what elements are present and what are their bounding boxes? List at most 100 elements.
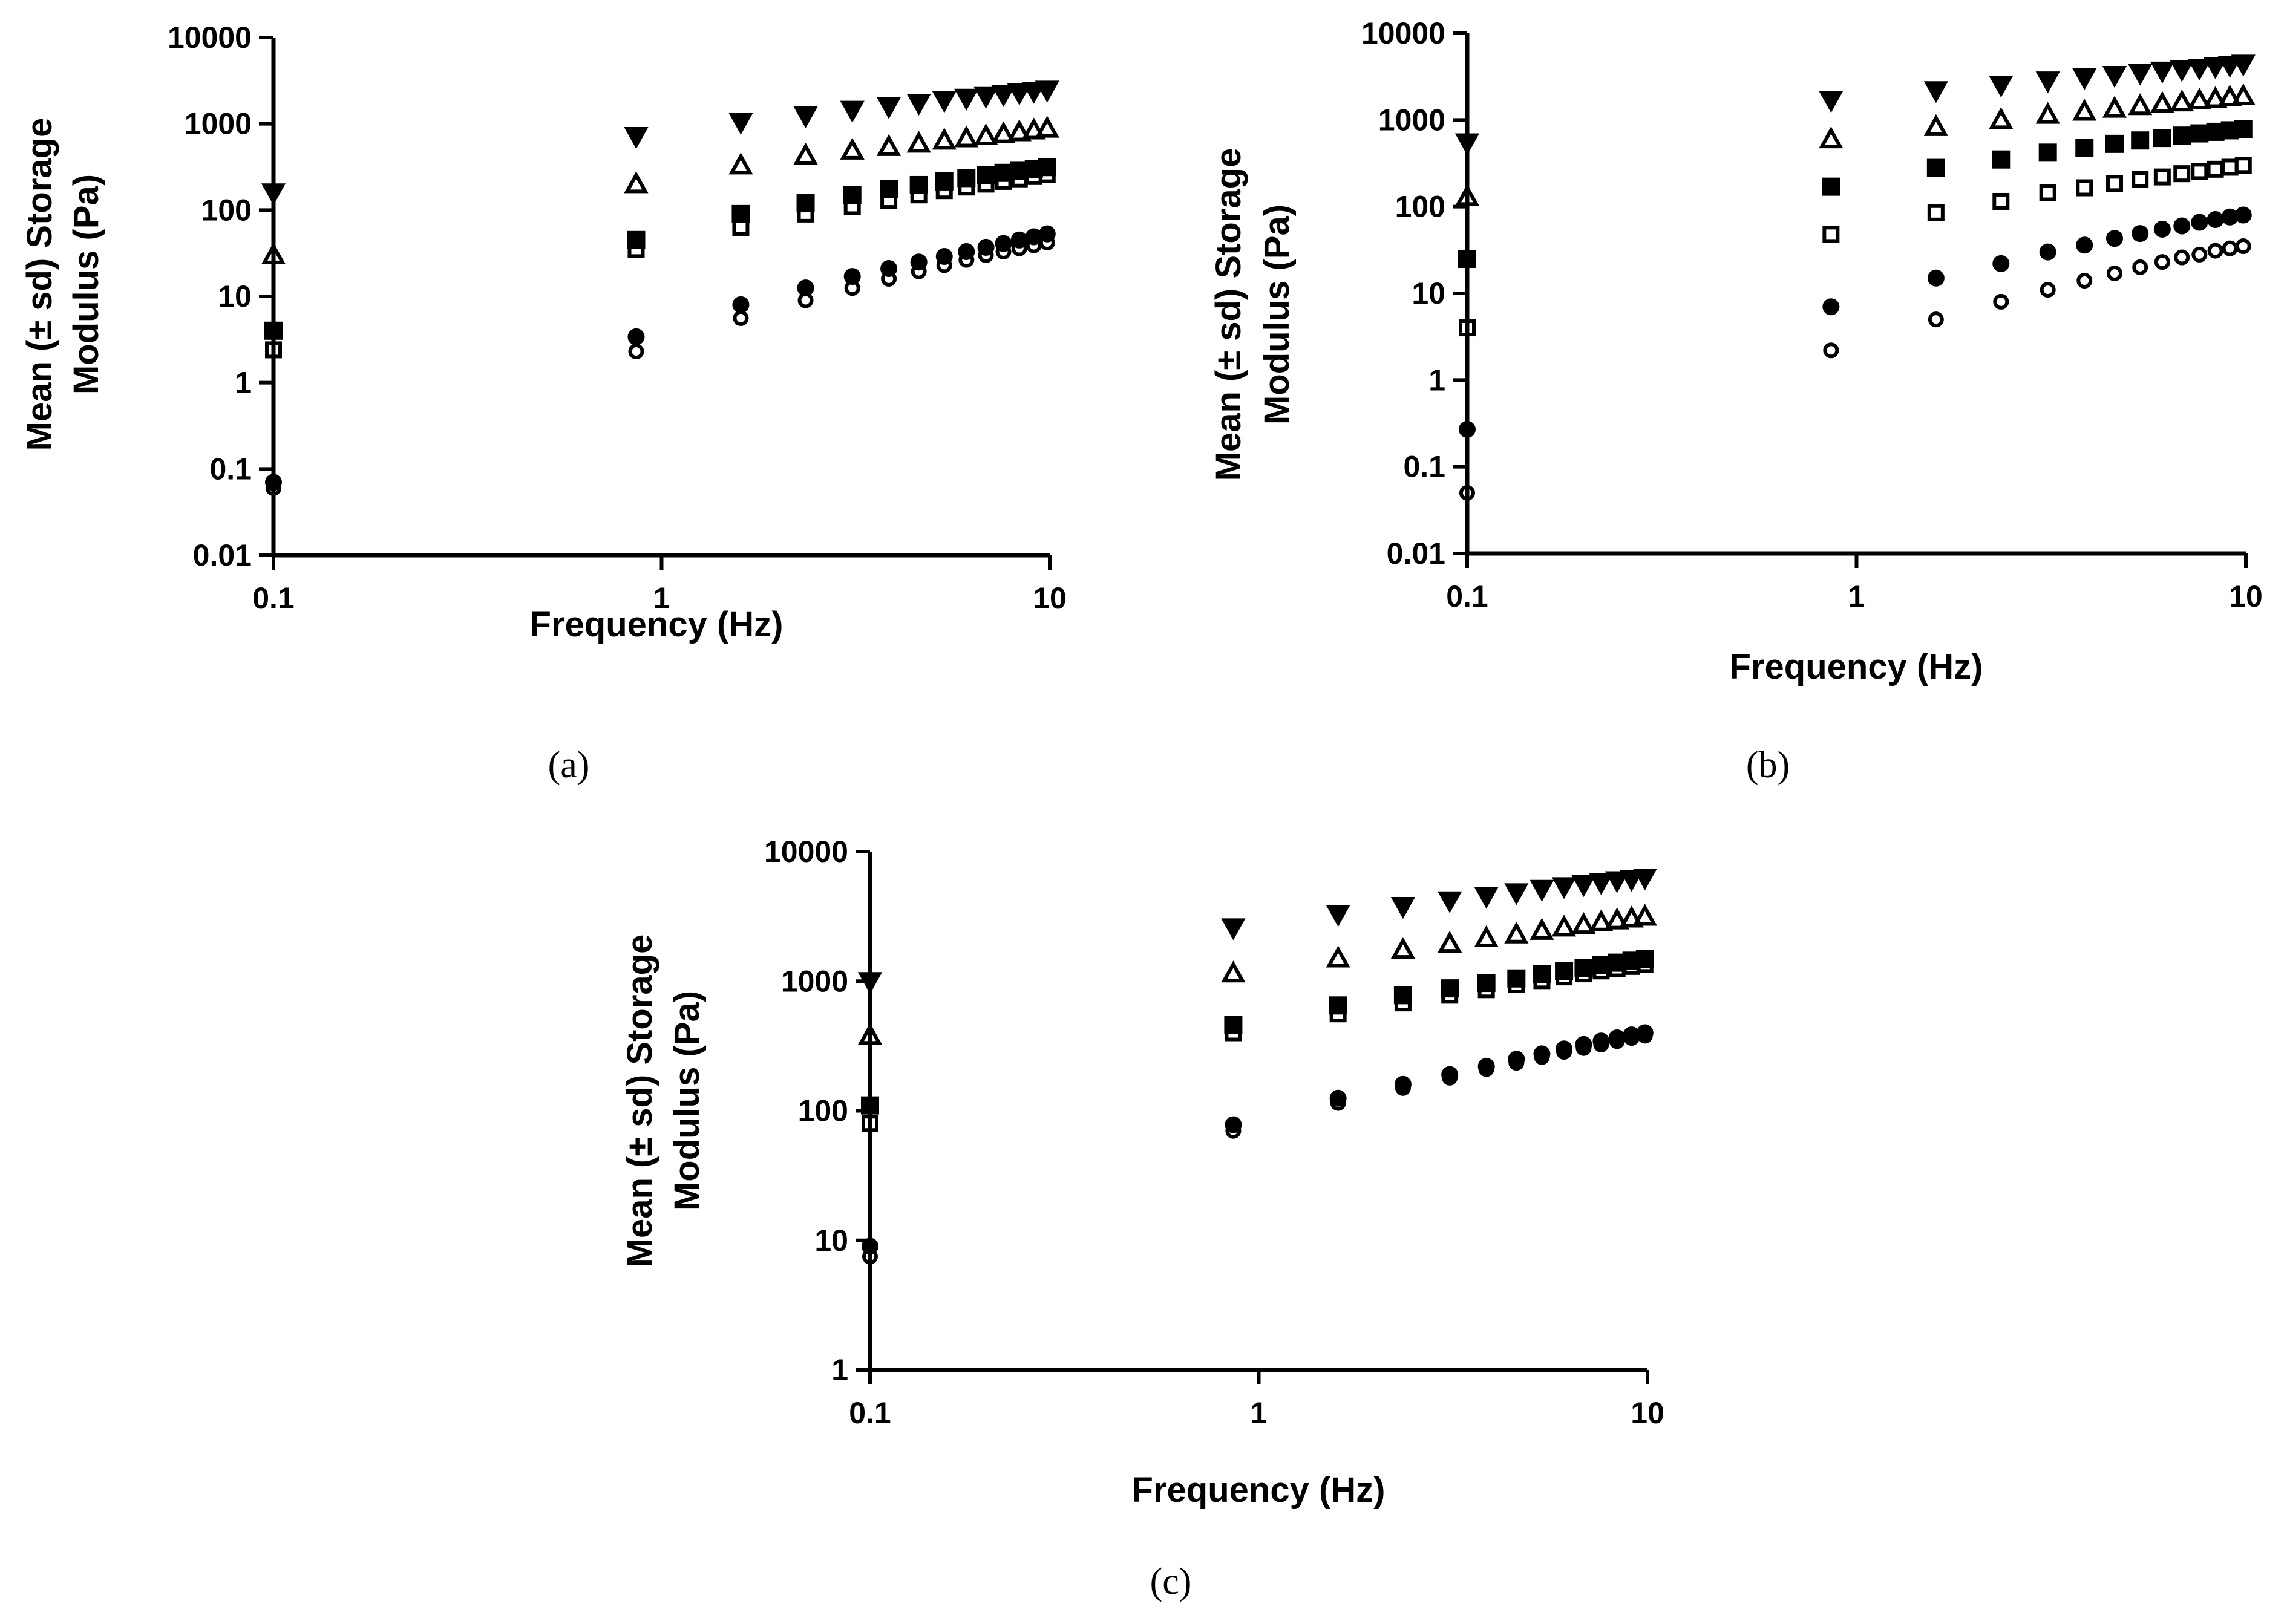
data-point-a-square-open xyxy=(977,175,995,193)
data-point-c-triangle-down-filled xyxy=(1589,873,1614,895)
data-point-c-square-open xyxy=(1225,1024,1242,1042)
x-tick-label-b: 10 xyxy=(2229,579,2263,613)
data-point-b-circle-filled xyxy=(2234,206,2252,224)
data-point-b-triangle-down-filled xyxy=(2170,60,2194,82)
y-axis-label-line1-c: Mean (± sd) Storage xyxy=(620,934,659,1268)
data-point-b-circle-open xyxy=(2040,282,2056,298)
data-point-b-square-open xyxy=(2105,175,2123,192)
data-point-c-square-open xyxy=(1477,981,1495,999)
data-point-a-circle-open xyxy=(1026,237,1042,253)
data-point-b-triangle-up-open xyxy=(2217,84,2242,107)
data-point-b-circle-filled xyxy=(2105,230,2123,247)
data-point-a-triangle-up-open xyxy=(793,142,818,165)
x-tick-label-b: 0.1 xyxy=(1446,579,1488,613)
data-point-b-triangle-up-open xyxy=(2170,89,2194,112)
data-point-a-triangle-up-open xyxy=(1021,117,1046,140)
data-point-a-square-open xyxy=(910,186,928,204)
data-point-b-circle-open xyxy=(1459,484,1475,501)
panel-caption-a: (a) xyxy=(548,745,590,786)
y-tick-label-b: 0.1 xyxy=(1403,450,1445,484)
data-point-b-circle-filled xyxy=(1459,420,1476,438)
data-point-b-circle-filled xyxy=(2191,214,2208,231)
data-point-a-triangle-up-open xyxy=(954,125,979,148)
data-point-a-circle-open xyxy=(1011,240,1027,256)
data-point-b-triangle-down-filled xyxy=(2128,64,2153,86)
data-point-a-circle-open xyxy=(844,280,860,296)
data-point-c-triangle-down-filled xyxy=(1632,868,1657,891)
data-point-b-square-filled xyxy=(2075,139,2094,157)
data-point-b-square-open xyxy=(2207,160,2224,178)
data-point-c-circle-open xyxy=(1225,1123,1242,1139)
data-point-b-triangle-down-filled xyxy=(2072,68,2097,91)
data-point-b-triangle-down-filled xyxy=(2231,54,2256,77)
data-point-b-circle-open xyxy=(2106,265,2122,281)
data-point-a-triangle-down-filled xyxy=(624,127,649,149)
data-point-b-circle-filled xyxy=(2132,225,2149,243)
data-point-b-circle-open xyxy=(1993,293,2009,310)
data-point-c-circle-open xyxy=(1575,1040,1592,1056)
data-point-b-circle-filled xyxy=(2221,208,2239,226)
data-point-a-circle-open xyxy=(995,244,1012,260)
data-point-c-circle-open xyxy=(1442,1069,1458,1086)
data-point-b-triangle-down-filled xyxy=(2035,71,2060,94)
y-tick-label-c: 10000 xyxy=(764,835,848,869)
data-point-a-circle-open xyxy=(1039,235,1055,251)
data-point-b-triangle-up-open xyxy=(2072,99,2097,121)
data-point-b-circle-open xyxy=(2222,240,2238,256)
data-point-c-triangle-down-filled xyxy=(1530,879,1554,902)
data-point-b-square-filled xyxy=(2173,126,2191,145)
data-point-b-square-filled xyxy=(1458,249,1476,268)
data-point-c-square-open xyxy=(1636,956,1654,973)
data-point-b-triangle-up-open xyxy=(1989,107,2014,129)
y-tick-label-b: 1000 xyxy=(1378,103,1445,137)
data-point-a-triangle-down-filled xyxy=(728,113,753,135)
data-point-a-square-filled xyxy=(627,230,646,249)
data-point-b-triangle-up-open xyxy=(2231,83,2256,106)
data-point-c-square-open xyxy=(1592,962,1610,980)
data-point-b-circle-filled xyxy=(2076,236,2093,254)
data-point-c-square-open xyxy=(1329,1005,1347,1023)
data-point-a-triangle-up-open xyxy=(624,171,649,194)
data-point-b-square-open xyxy=(2191,163,2208,180)
x-tick-label-c: 1 xyxy=(1251,1396,1268,1430)
data-point-c-square-open xyxy=(1575,965,1592,983)
data-point-b-circle-filled xyxy=(1927,269,1945,287)
data-point-a-circle-filled xyxy=(627,328,645,345)
data-point-a-square-open xyxy=(843,198,861,215)
data-point-c-circle-open xyxy=(1637,1028,1653,1044)
x-tick-label-a: 10 xyxy=(1033,581,1067,615)
data-point-b-square-open xyxy=(2173,165,2191,183)
x-tick-label-c: 0.1 xyxy=(849,1396,891,1430)
x-tick-label-a: 0.1 xyxy=(252,581,295,615)
data-point-b-square-filled xyxy=(2234,120,2253,139)
y-tick-label-b: 10000 xyxy=(1361,16,1445,50)
data-point-c-triangle-up-open xyxy=(1619,905,1644,928)
data-point-b-triangle-down-filled xyxy=(2203,57,2228,79)
data-point-a-triangle-down-filled xyxy=(876,97,901,119)
data-point-c-circle-open xyxy=(1609,1033,1625,1049)
data-point-a-triangle-down-filled xyxy=(793,106,818,129)
data-point-a-square-open xyxy=(995,172,1012,190)
data-point-c-square-open xyxy=(862,1115,878,1132)
data-point-b-circle-filled xyxy=(2153,220,2171,238)
data-point-b-square-open xyxy=(2234,157,2252,174)
data-point-a-square-open xyxy=(935,182,953,200)
data-point-c-circle-open xyxy=(862,1248,878,1265)
data-point-a-triangle-up-open xyxy=(1007,119,1032,142)
data-point-a-triangle-down-filled xyxy=(906,93,931,116)
data-point-a-triangle-down-filled xyxy=(973,86,998,109)
data-point-c-circle-open xyxy=(1593,1036,1609,1052)
data-point-b-circle-open xyxy=(2235,238,2251,255)
data-point-a-triangle-down-filled xyxy=(1007,83,1032,106)
data-point-a-triangle-down-filled xyxy=(954,88,979,111)
data-point-c-circle-open xyxy=(1330,1095,1346,1111)
data-point-b-square-open xyxy=(1992,192,2010,210)
x-axis-label-c: Frequency (Hz) xyxy=(1132,1470,1386,1510)
data-point-a-circle-filled xyxy=(732,296,750,313)
data-point-c-triangle-up-open xyxy=(1571,911,1596,934)
data-point-c-triangle-up-open xyxy=(1326,945,1350,968)
data-point-b-triangle-down-filled xyxy=(1923,81,1948,103)
x-tick-label-b: 1 xyxy=(1848,579,1865,613)
